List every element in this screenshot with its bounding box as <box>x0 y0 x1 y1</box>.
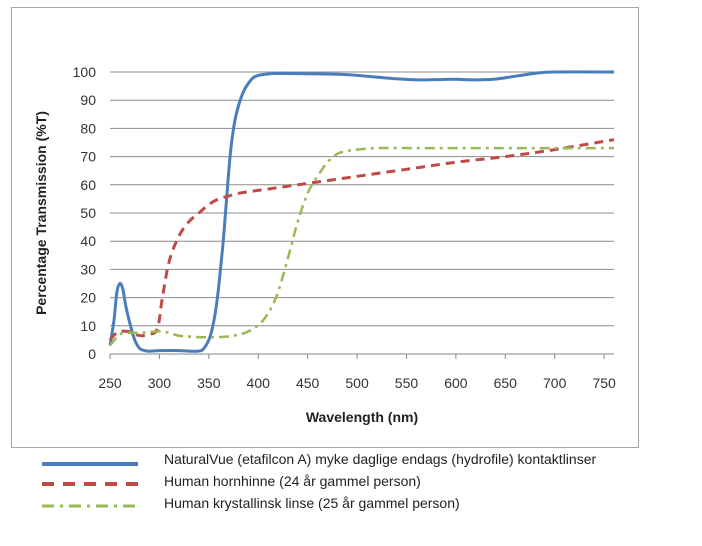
x-tick-label: 700 <box>543 375 567 391</box>
legend-label-lens: Human krystallinsk linse (25 år gammel p… <box>164 495 460 511</box>
y-tick-label: 50 <box>80 205 96 221</box>
series-naturalvue-line <box>108 70 615 353</box>
grid-lines <box>109 71 614 359</box>
x-tick-label: 450 <box>296 375 320 391</box>
series-lens-line <box>109 146 614 347</box>
legend-item-naturalvue: NaturalVue (etafilcon A) myke daglige en… <box>40 450 700 470</box>
y-tick-label: 100 <box>73 64 97 80</box>
y-axis-title: Percentage Transmission (%T) <box>33 111 49 315</box>
y-tick-label: 30 <box>80 261 96 277</box>
legend-label-cornea: Human hornhinne (24 år gammel person) <box>164 473 421 489</box>
series-cornea-line <box>108 138 615 341</box>
x-tick-label: 750 <box>592 375 616 391</box>
y-tick-label: 70 <box>80 149 96 165</box>
x-tick-label: 550 <box>395 375 419 391</box>
y-tick-label: 0 <box>88 346 96 362</box>
y-tick-label: 40 <box>80 233 96 249</box>
legend-swatch-naturalvue <box>42 462 138 466</box>
x-tick-label: 650 <box>494 375 518 391</box>
y-tick-label: 60 <box>80 177 96 193</box>
y-tick-label: 20 <box>80 290 96 306</box>
legend-item-lens: Human krystallinsk linse (25 år gammel p… <box>40 494 700 514</box>
x-axis-title: Wavelength (nm) <box>306 409 418 425</box>
legend-swatch-cornea <box>42 482 138 486</box>
x-tick-label: 600 <box>444 375 468 391</box>
x-tick-label: 350 <box>197 375 221 391</box>
y-tick-label: 90 <box>80 92 96 108</box>
legend: NaturalVue (etafilcon A) myke daglige en… <box>40 450 700 516</box>
x-tick-label: 250 <box>98 375 122 391</box>
x-tick-label: 500 <box>345 375 369 391</box>
series-lines <box>108 70 615 353</box>
x-tick-label: 300 <box>148 375 172 391</box>
legend-item-cornea: Human hornhinne (24 år gammel person) <box>40 472 700 492</box>
x-tick-label: 400 <box>247 375 271 391</box>
tick-labels: 0 10 20 30 40 50 60 70 80 90 100 250 300 350 400 450 500… <box>73 64 616 391</box>
chart-frame: 0 10 20 30 40 50 60 70 80 90 100 250 300 350 400 450 500… <box>11 7 639 448</box>
legend-label-naturalvue: NaturalVue (etafilcon A) myke daglige en… <box>164 451 597 467</box>
line-chart: 0 10 20 30 40 50 60 70 80 90 100 250 300 350 400 450 500… <box>33 64 616 425</box>
y-tick-label: 80 <box>80 120 96 136</box>
y-tick-label: 10 <box>80 318 96 334</box>
legend-swatch-lens <box>42 504 138 508</box>
